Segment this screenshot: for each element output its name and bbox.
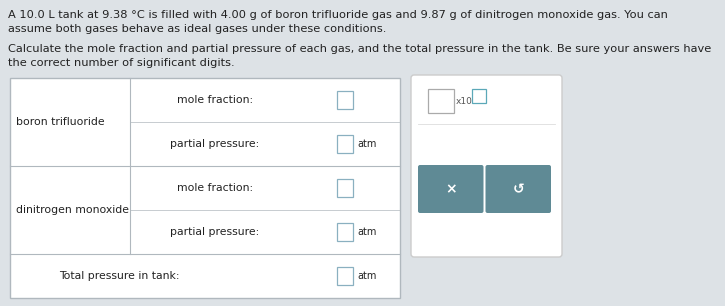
Bar (10, 78, 400, 298)
Text: Calculate the mole fraction and partial pressure of each gas, and the total pres: Calculate the mole fraction and partial … (8, 44, 711, 54)
FancyBboxPatch shape (486, 165, 551, 213)
Text: boron trifluoride: boron trifluoride (16, 117, 104, 127)
Text: x10: x10 (456, 96, 473, 106)
Bar (428, 89, 454, 113)
Text: partial pressure:: partial pressure: (170, 139, 260, 149)
Text: partial pressure:: partial pressure: (170, 227, 260, 237)
Text: mole fraction:: mole fraction: (177, 95, 253, 105)
Bar (337, 91, 353, 109)
Text: the correct number of significant digits.: the correct number of significant digits… (8, 58, 235, 68)
Bar (337, 179, 353, 197)
Bar (337, 267, 353, 285)
Text: atm: atm (357, 227, 376, 237)
Text: atm: atm (357, 271, 376, 281)
Text: ↺: ↺ (513, 182, 524, 196)
Bar (472, 89, 486, 103)
Text: atm: atm (357, 139, 376, 149)
Text: A 10.0 L tank at 9.38 °C is filled with 4.00 g of boron trifluoride gas and 9.87: A 10.0 L tank at 9.38 °C is filled with … (8, 10, 668, 20)
Text: dinitrogen monoxide: dinitrogen monoxide (16, 205, 129, 215)
Text: assume both gases behave as ideal gases under these conditions.: assume both gases behave as ideal gases … (8, 24, 386, 34)
Text: mole fraction:: mole fraction: (177, 183, 253, 193)
Text: ×: × (445, 182, 457, 196)
FancyBboxPatch shape (418, 165, 484, 213)
Bar (337, 223, 353, 241)
Text: Total pressure in tank:: Total pressure in tank: (59, 271, 180, 281)
FancyBboxPatch shape (411, 75, 562, 257)
Bar (337, 135, 353, 153)
